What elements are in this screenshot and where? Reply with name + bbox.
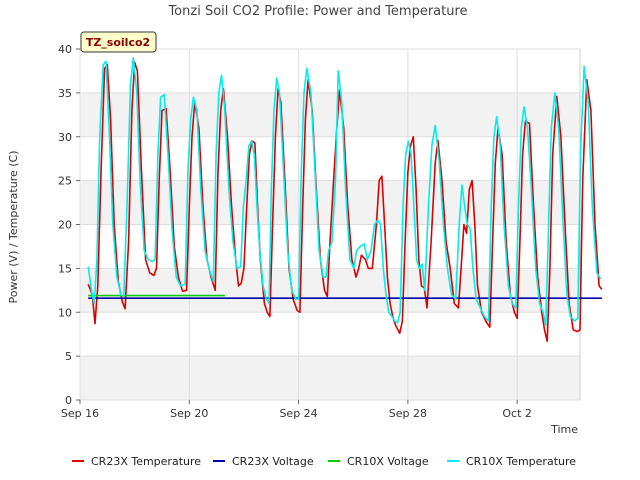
legend-label: CR10X Voltage (347, 455, 429, 468)
legend-item: CR10X Temperature (447, 455, 576, 468)
x-axis-ticks: Sep 16 Sep 20 Sep 24 Sep 28 Oct 2 (61, 400, 532, 420)
x-tick-label: Sep 24 (279, 407, 317, 420)
plot-band (80, 92, 580, 137)
series-lines (87, 57, 603, 342)
legend: CR23X Temperature CR23X Voltage CR10X Volt… (72, 455, 576, 468)
legend-item: CR23X Voltage (213, 455, 314, 468)
plot-band (80, 268, 580, 313)
chart-title: Tonzi Soil CO2 Profile: Power and Temper… (167, 4, 467, 19)
y-tick-label: 20 (58, 219, 72, 232)
station-badge: TZ_soilco2 (80, 31, 157, 53)
badge-box (80, 31, 157, 53)
x-tick-label: Oct 2 (502, 407, 532, 420)
x-axis-label: Time (550, 423, 578, 436)
legend-label: CR23X Temperature (91, 455, 201, 468)
y-axis-label: Power (V) / Temperature (C) (7, 150, 20, 303)
legend-item: CR23X Temperature (72, 455, 201, 468)
plot-band (80, 356, 580, 400)
x-tick-label: Sep 20 (170, 407, 208, 420)
series-line-cr10x-temperature (87, 57, 602, 327)
grid (79, 48, 580, 401)
y-tick-label: 40 (58, 43, 72, 56)
y-tick-label: 15 (58, 262, 72, 275)
y-tick-label: 35 (58, 87, 72, 100)
x-tick-label: Sep 16 (61, 407, 99, 420)
plot-band (80, 180, 580, 225)
y-tick-label: 0 (65, 394, 72, 407)
x-tick-label: Sep 28 (389, 407, 427, 420)
y-tick-label: 5 (65, 350, 72, 363)
y-tick-label: 30 (58, 131, 72, 144)
y-axis-ticks: 0 5 10 15 20 25 30 35 40 (58, 43, 80, 407)
legend-item: CR10X Voltage (328, 455, 429, 468)
legend-label: CR10X Temperature (466, 455, 576, 468)
legend-label: CR23X Voltage (232, 455, 314, 468)
badge-label: TZ_soilco2 (86, 36, 150, 49)
y-tick-label: 10 (58, 306, 72, 319)
y-tick-label: 25 (58, 175, 72, 188)
